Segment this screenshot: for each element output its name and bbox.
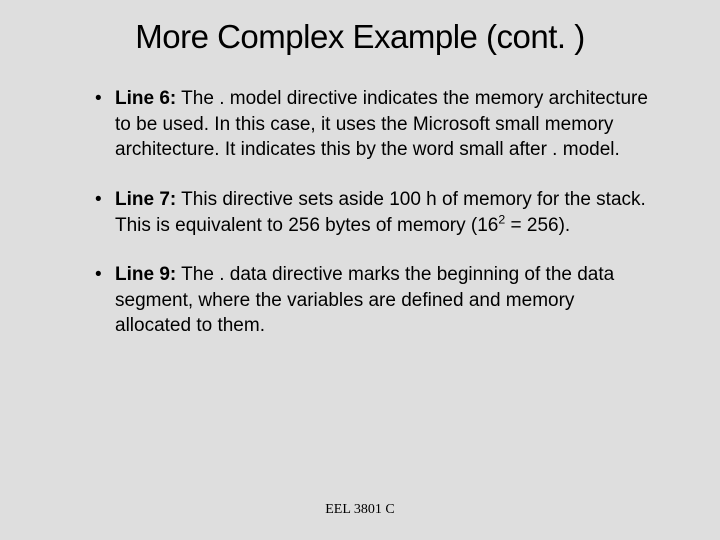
bullet-item: Line 9: The . data directive marks the b…	[95, 262, 650, 339]
slide-footer: EEL 3801 C	[0, 502, 720, 518]
bullet-label: Line 7:	[115, 189, 176, 210]
bullet-text-after: = 256).	[505, 215, 570, 236]
bullet-label: Line 6:	[115, 88, 176, 109]
bullet-text: The . data directive marks the beginning…	[115, 264, 614, 336]
slide-title: More Complex Example (cont. )	[40, 18, 680, 56]
bullet-label: Line 9:	[115, 264, 176, 285]
bullet-list: Line 6: The . model directive indicates …	[40, 86, 680, 339]
bullet-item: Line 6: The . model directive indicates …	[95, 86, 650, 163]
slide: More Complex Example (cont. ) Line 6: Th…	[0, 0, 720, 540]
bullet-item: Line 7: This directive sets aside 100 h …	[95, 187, 650, 238]
bullet-text: The . model directive indicates the memo…	[115, 88, 648, 160]
